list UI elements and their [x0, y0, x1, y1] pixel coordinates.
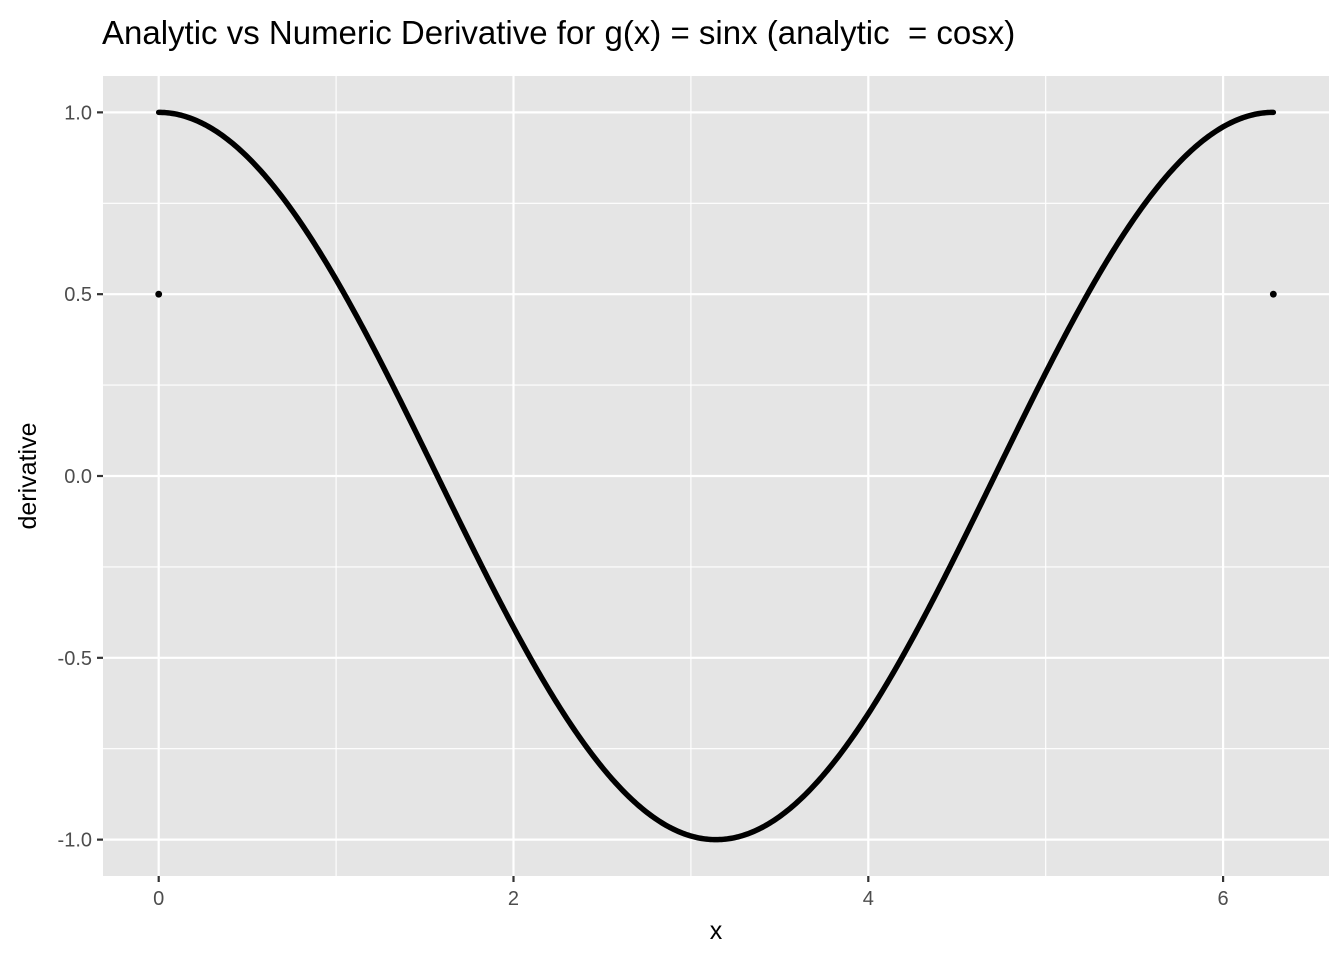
- y-tick-label: 0.5: [64, 284, 92, 306]
- data-point: [155, 290, 163, 298]
- data-point: [1269, 290, 1277, 298]
- grid-minor: [103, 76, 1329, 876]
- x-axis-ticks: 0 2 4 6: [153, 876, 1229, 910]
- series-layer: [155, 109, 1277, 843]
- points-layer: [155, 290, 1277, 298]
- x-tick-label: 6: [1218, 888, 1229, 910]
- x-axis-title: x: [710, 917, 723, 945]
- x-tick-label: 2: [508, 888, 519, 910]
- x-tick-label: 4: [863, 888, 874, 910]
- y-tick-label: -0.5: [58, 648, 92, 670]
- y-axis-title: derivative: [14, 423, 42, 530]
- y-tick-label: -1.0: [58, 830, 92, 852]
- y-tick-label: 1.0: [64, 102, 92, 124]
- y-axis-ticks: -1.0 -0.5 0.0 0.5 1.0: [58, 102, 103, 852]
- derivative-curve: [155, 109, 1277, 843]
- chart-title: Analytic vs Numeric Derivative for g(x) …: [102, 14, 1016, 51]
- x-tick-label: 0: [153, 888, 164, 910]
- y-tick-label: 0.0: [64, 466, 92, 488]
